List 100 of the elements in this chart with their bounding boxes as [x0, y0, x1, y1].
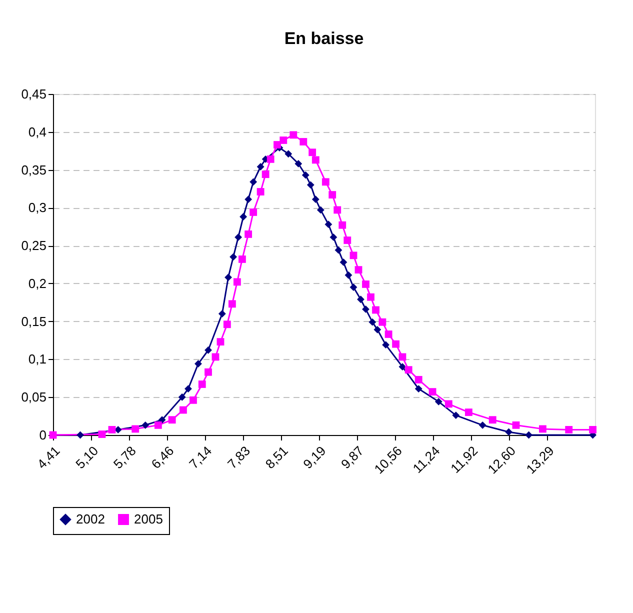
point — [238, 255, 246, 263]
point — [357, 296, 364, 304]
point — [154, 421, 162, 429]
point — [250, 208, 258, 216]
point — [302, 171, 310, 179]
x-tick-label: 7,83 — [224, 443, 254, 472]
point — [414, 376, 422, 384]
point — [392, 340, 400, 348]
point — [362, 306, 370, 313]
point — [266, 155, 274, 163]
point — [362, 280, 370, 288]
y-tick-label: 0,15 — [21, 314, 46, 329]
point — [294, 160, 302, 168]
y-tick-label: 0,05 — [21, 390, 46, 405]
point — [378, 318, 386, 326]
point — [180, 406, 187, 414]
point — [338, 221, 346, 229]
point — [223, 320, 231, 328]
point — [488, 416, 496, 424]
point — [428, 388, 436, 396]
legend-label: 2002 — [76, 512, 105, 527]
point — [324, 220, 332, 228]
point — [312, 156, 320, 164]
point — [384, 330, 392, 338]
y-tick-label: 0,35 — [21, 162, 46, 178]
point — [190, 396, 197, 404]
point — [234, 234, 242, 241]
point — [368, 318, 376, 326]
point — [244, 230, 252, 238]
point — [512, 421, 520, 429]
point — [374, 326, 382, 334]
point — [367, 293, 374, 301]
point — [344, 271, 352, 279]
point — [538, 425, 546, 433]
point — [452, 412, 460, 420]
point — [108, 426, 116, 434]
point — [240, 213, 248, 220]
point — [224, 274, 232, 282]
point — [398, 363, 406, 371]
point — [340, 258, 348, 266]
point — [404, 366, 412, 374]
y-tick-label: 0,25 — [21, 238, 46, 254]
point — [274, 141, 281, 148]
point — [565, 426, 573, 434]
point — [204, 346, 212, 354]
point — [300, 138, 308, 146]
y-tick-label: 0,4 — [28, 124, 46, 140]
x-tick-label: 7,14 — [186, 443, 215, 472]
x-tick-label: 5,10 — [72, 443, 102, 472]
point — [212, 353, 220, 361]
point — [478, 421, 486, 429]
point — [372, 306, 380, 314]
point — [354, 266, 362, 274]
point — [464, 408, 472, 416]
point — [414, 385, 422, 392]
point — [262, 170, 270, 178]
point — [350, 252, 358, 260]
point — [228, 300, 236, 308]
point — [168, 416, 176, 424]
point — [589, 426, 596, 434]
point — [382, 341, 390, 349]
point — [280, 136, 288, 144]
point — [330, 234, 338, 241]
point — [218, 310, 226, 318]
legend-label: 2005 — [134, 512, 163, 527]
point — [158, 416, 166, 424]
point — [398, 353, 406, 361]
x-tick-label: 9,19 — [300, 443, 329, 472]
point — [344, 236, 352, 244]
point — [334, 246, 342, 254]
point — [244, 196, 252, 204]
point — [256, 188, 264, 196]
y-tick-label: 0 — [39, 428, 46, 442]
point — [98, 430, 106, 438]
point — [444, 400, 452, 408]
point — [290, 131, 298, 139]
point — [334, 206, 342, 214]
point — [216, 338, 224, 346]
y-tick-label: 0,1 — [28, 352, 46, 367]
point — [230, 253, 238, 261]
point — [328, 191, 336, 198]
chart-title: En baisse — [284, 29, 364, 48]
x-tick-label: 8,51 — [262, 443, 291, 472]
point — [256, 163, 264, 170]
point — [233, 278, 241, 286]
point — [194, 360, 202, 368]
point — [184, 385, 192, 392]
point — [198, 380, 206, 388]
y-tick-label: 0,45 — [21, 86, 46, 102]
y-tick-label: 0,3 — [28, 200, 46, 216]
point — [204, 368, 212, 376]
point — [316, 206, 324, 214]
point — [434, 398, 442, 406]
point — [306, 181, 314, 189]
point — [312, 196, 320, 204]
x-tick-label: 4,41 — [34, 443, 63, 472]
point — [322, 178, 330, 186]
point — [178, 393, 186, 401]
point — [308, 148, 316, 156]
point — [142, 421, 150, 429]
